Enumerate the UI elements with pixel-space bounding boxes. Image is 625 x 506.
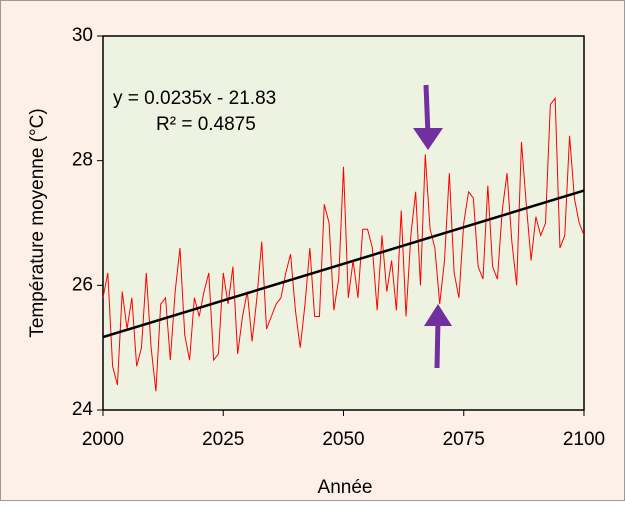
x-axis-title: Année bbox=[318, 477, 373, 498]
arrow-head bbox=[424, 304, 452, 326]
arrow-down bbox=[423, 84, 431, 136]
series-line bbox=[102, 96, 585, 392]
y-tick-label: 28 bbox=[72, 150, 93, 171]
x-tick-label: 2075 bbox=[443, 429, 485, 450]
x-tick-label: 2000 bbox=[82, 429, 124, 450]
equation: y = 0.0235x - 21.83 bbox=[113, 88, 276, 109]
y-tick-label: 26 bbox=[72, 274, 93, 295]
plot-area bbox=[102, 35, 585, 411]
arrow-up bbox=[434, 319, 441, 369]
y-tick-label: 24 bbox=[72, 399, 94, 420]
x-tick-label: 2025 bbox=[202, 429, 244, 450]
arrows bbox=[413, 84, 452, 369]
y-tick-label: 30 bbox=[72, 25, 93, 46]
y-axis-title: Température moyenne (°C) bbox=[27, 108, 48, 337]
x-tick-label: 2050 bbox=[322, 429, 364, 450]
x-tick-label: 2100 bbox=[563, 429, 605, 450]
arrow-head bbox=[413, 128, 443, 150]
r-squared: R² = 0.4875 bbox=[156, 114, 256, 135]
trend-line bbox=[102, 189, 585, 339]
